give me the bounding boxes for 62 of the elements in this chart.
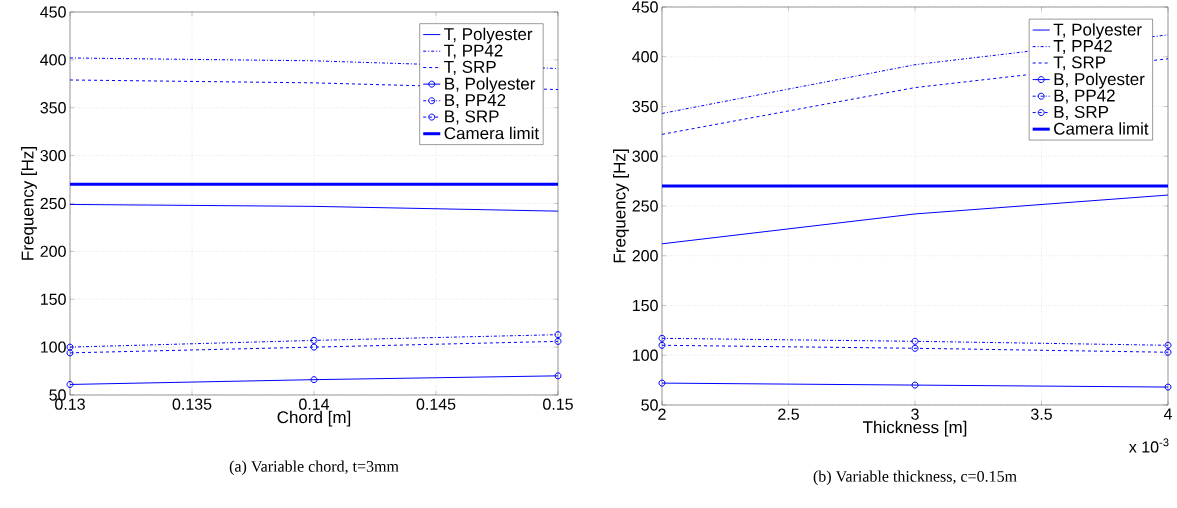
point — [66, 343, 74, 351]
x-tick-label: 0.145 — [416, 398, 456, 410]
point — [310, 376, 318, 384]
x-tick-label: 2 — [658, 408, 666, 420]
y-tick-label: 250 — [632, 200, 658, 212]
point — [911, 381, 919, 389]
point — [658, 334, 666, 342]
legend-label: T, SRP — [1053, 56, 1106, 71]
legend-label: B, PP42 — [445, 94, 506, 109]
y-tick-label: 200 — [632, 250, 658, 262]
point — [554, 331, 562, 339]
x-tick-label: 3.5 — [1030, 408, 1052, 420]
legend-label: B, SRP — [445, 110, 499, 125]
x-tick-label: 3 — [911, 408, 919, 420]
legend-label: B, Polyester — [445, 77, 536, 94]
x-tick-label: 0.14 — [299, 398, 330, 410]
y-tick-label: 100 — [41, 341, 66, 353]
y-tick-label: 450 — [632, 1, 658, 13]
y-tick-label: 200 — [40, 245, 66, 258]
y-tick-label: 400 — [632, 51, 658, 63]
x-tick-label: 0.135 — [172, 398, 212, 410]
point — [911, 344, 919, 352]
y-tick-label: 150 — [633, 299, 658, 312]
legend-label: T, SRP — [444, 60, 496, 75]
y-tick-label: 400 — [40, 54, 66, 66]
y-axis-title: Frequency [Hz] — [21, 147, 37, 260]
text: (b) Variable thickness, c=0.15m — [813, 470, 1017, 486]
legend-label: T, PP42 — [444, 44, 503, 59]
y-tick-label: 300 — [40, 149, 66, 162]
point — [310, 336, 318, 344]
point — [1164, 348, 1172, 356]
y-tick-label: 100 — [633, 349, 658, 361]
y-axis-title: Frequency [Hz] — [613, 149, 629, 263]
y-tick-label: 150 — [41, 293, 66, 305]
y-tick-label: 350 — [632, 100, 658, 113]
y-tick-label: 300 — [632, 150, 658, 162]
x-tick-label: 2.5 — [778, 408, 799, 420]
x-axis-title: Thickness [m] — [862, 420, 967, 437]
point — [658, 341, 666, 349]
point — [554, 372, 562, 380]
legend-label: T, PP42 — [1053, 39, 1112, 54]
y-tick-label: 450 — [40, 6, 66, 18]
legend-label: Camera limit — [1054, 122, 1149, 135]
x-axis-title: Chord [m] — [277, 410, 351, 427]
point — [66, 349, 74, 357]
x-tick-label: 0.15 — [543, 398, 573, 410]
point — [1164, 341, 1172, 349]
point — [554, 337, 562, 345]
text: x 10$^{-3}$ — [1129, 438, 1169, 453]
point — [911, 337, 919, 345]
text: (a) Variable chord, t=3mm — [229, 460, 399, 476]
y-tick-label: 250 — [40, 197, 66, 210]
y-tick-label: 350 — [40, 102, 66, 114]
legend-label: B, PP42 — [1054, 89, 1115, 104]
legend-label: B, SRP — [1054, 105, 1109, 120]
legend-label: B, Polyester — [1054, 72, 1145, 89]
legend-label: T, Polyester — [444, 27, 533, 44]
legend-label: Camera limit — [444, 126, 539, 140]
y-tick-label: 50 — [641, 399, 658, 411]
point — [310, 343, 318, 351]
legend-label: T, Polyester — [1053, 23, 1142, 39]
x-tick-label: 4 — [1163, 408, 1172, 420]
